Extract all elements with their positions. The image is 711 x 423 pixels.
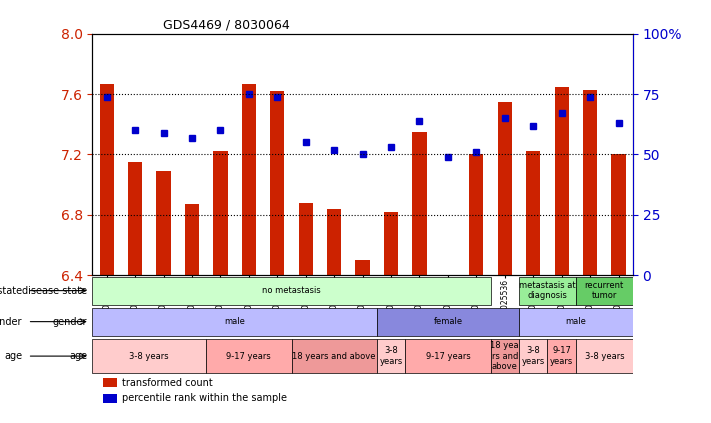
Text: 3-8 years: 3-8 years xyxy=(129,352,169,360)
Text: transformed count: transformed count xyxy=(122,378,213,388)
Bar xyxy=(242,84,256,275)
Bar xyxy=(583,90,597,275)
FancyBboxPatch shape xyxy=(519,277,576,305)
Text: no metastasis: no metastasis xyxy=(262,286,321,295)
Bar xyxy=(299,203,313,275)
FancyBboxPatch shape xyxy=(292,339,377,373)
FancyBboxPatch shape xyxy=(519,339,547,373)
Text: 3-8
years: 3-8 years xyxy=(380,346,402,366)
FancyBboxPatch shape xyxy=(377,339,405,373)
Text: disease state: disease state xyxy=(22,286,87,296)
Text: gender: gender xyxy=(0,317,22,327)
Text: metastasis at
diagnosis: metastasis at diagnosis xyxy=(519,281,576,300)
Text: male: male xyxy=(565,317,587,326)
Bar xyxy=(100,84,114,275)
Text: 9-17 years: 9-17 years xyxy=(426,352,470,360)
FancyBboxPatch shape xyxy=(576,277,633,305)
Text: male: male xyxy=(224,317,245,326)
Text: female: female xyxy=(434,317,462,326)
Bar xyxy=(156,171,171,275)
FancyBboxPatch shape xyxy=(519,308,633,335)
Text: disease state: disease state xyxy=(0,286,22,296)
FancyBboxPatch shape xyxy=(92,339,206,373)
Bar xyxy=(185,204,199,275)
FancyBboxPatch shape xyxy=(547,339,576,373)
Bar xyxy=(441,275,455,283)
Text: gender: gender xyxy=(53,317,87,327)
Text: 9-17 years: 9-17 years xyxy=(227,352,271,360)
Bar xyxy=(611,154,626,275)
Bar xyxy=(270,91,284,275)
Bar xyxy=(384,212,398,275)
FancyBboxPatch shape xyxy=(206,339,292,373)
FancyBboxPatch shape xyxy=(92,308,377,335)
Bar xyxy=(213,151,228,275)
Bar xyxy=(469,154,483,275)
FancyBboxPatch shape xyxy=(576,339,633,373)
Text: age: age xyxy=(69,351,87,361)
Text: 3-8
years: 3-8 years xyxy=(522,346,545,366)
Bar xyxy=(356,260,370,275)
Text: 18 yea
rs and
above: 18 yea rs and above xyxy=(491,341,519,371)
Bar xyxy=(327,209,341,275)
FancyBboxPatch shape xyxy=(405,339,491,373)
FancyBboxPatch shape xyxy=(92,277,491,305)
Bar xyxy=(498,102,512,275)
Text: 3-8 years: 3-8 years xyxy=(584,352,624,360)
Bar xyxy=(555,87,569,275)
Bar xyxy=(103,394,117,403)
Bar xyxy=(412,132,427,275)
Bar xyxy=(526,151,540,275)
Bar xyxy=(103,378,117,387)
Text: recurrent
tumor: recurrent tumor xyxy=(584,281,624,300)
FancyBboxPatch shape xyxy=(377,308,519,335)
Text: percentile rank within the sample: percentile rank within the sample xyxy=(122,393,287,403)
Bar xyxy=(128,162,142,275)
Text: GDS4469 / 8030064: GDS4469 / 8030064 xyxy=(163,18,289,31)
Text: 18 years and above: 18 years and above xyxy=(292,352,376,360)
Text: age: age xyxy=(4,351,22,361)
Text: 9-17
years: 9-17 years xyxy=(550,346,573,366)
FancyBboxPatch shape xyxy=(491,339,519,373)
